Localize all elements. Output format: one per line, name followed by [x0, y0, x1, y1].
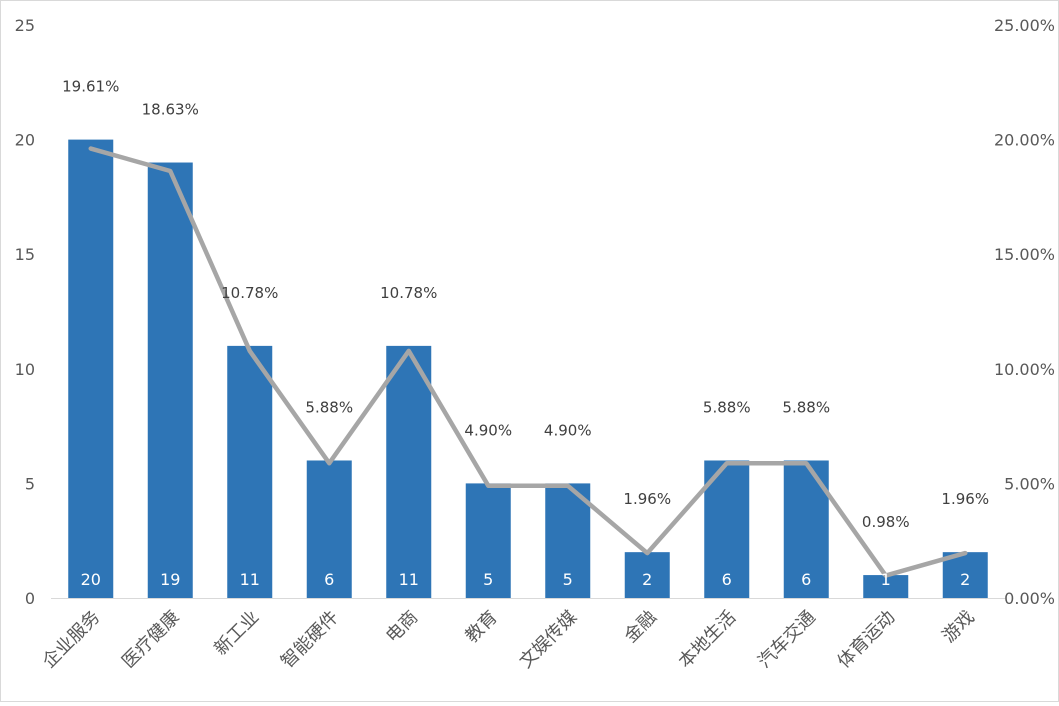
line-percent-label: 5.88%: [782, 398, 830, 416]
bar-value-label: 6: [722, 570, 732, 589]
line-percent-label: 4.90%: [464, 421, 512, 439]
bars: [68, 140, 988, 598]
x-category-label: 金融: [620, 607, 660, 647]
bar: [148, 163, 193, 598]
bar: [386, 346, 431, 598]
line-percent-label: 1.96%: [623, 490, 671, 508]
line-percent-label: 18.63%: [142, 101, 199, 119]
bar-value-label: 2: [642, 570, 652, 589]
y-left-tick-label: 20: [15, 131, 35, 150]
x-category-label: 汽车交通: [754, 607, 820, 673]
y-left-tick-label: 0: [25, 589, 35, 608]
x-category-label: 游戏: [938, 607, 978, 647]
x-category-label: 新工业: [210, 607, 263, 660]
bar-value-label: 2: [960, 570, 970, 589]
y-left-tick-label: 15: [15, 245, 35, 264]
bar: [68, 140, 113, 598]
bar-value-label: 6: [324, 570, 334, 589]
y-right-tick-label: 20.00%: [994, 131, 1055, 150]
x-category-label: 体育运动: [834, 607, 900, 673]
x-category-label: 电商: [382, 607, 422, 647]
labels: 20 19 11 6 11 5 5 2 6 6 1 2 19.61% 18.63% 10.78% 5.88% 1…: [62, 78, 989, 589]
bar-value-label: 5: [563, 570, 573, 589]
line-percent-label: 4.90%: [544, 421, 592, 439]
y-left-tick-label: 10: [15, 360, 35, 379]
line-percent-label: 1.96%: [941, 490, 989, 508]
line-percent-label: 0.98%: [862, 513, 910, 531]
bar-value-label: 11: [399, 570, 419, 589]
y-right-tick-label: 25.00%: [994, 16, 1055, 35]
bar-value-label: 20: [81, 570, 101, 589]
bar-value-label: 5: [483, 570, 493, 589]
y-left-tick-label: 25: [15, 16, 35, 35]
line-percent-label: 5.88%: [703, 398, 751, 416]
bar-value-label: 11: [240, 570, 260, 589]
x-category-label: 智能硬件: [277, 607, 343, 673]
x-category-label: 医疗健康: [118, 607, 184, 673]
bar: [227, 346, 272, 598]
y-right-tick-label: 15.00%: [994, 245, 1055, 264]
bar-value-label: 6: [801, 570, 811, 589]
line-series-path: [91, 149, 966, 576]
y-right-tick-label: 5.00%: [1004, 474, 1055, 493]
line-percent-label: 5.88%: [305, 398, 353, 416]
y-right-tick-label: 10.00%: [994, 360, 1055, 379]
line-percent-label: 10.78%: [221, 284, 278, 302]
y-right-tick-label: 0.00%: [1004, 589, 1055, 608]
bar-value-label: 1: [881, 570, 891, 589]
line-series: [91, 149, 966, 576]
x-category-label: 本地生活: [675, 607, 741, 673]
line-percent-label: 19.61%: [62, 78, 119, 96]
x-category-label: 文娱传媒: [516, 607, 582, 673]
line-percent-label: 10.78%: [380, 284, 437, 302]
x-category-label: 教育: [461, 607, 501, 647]
x-category-label: 企业服务: [39, 607, 105, 673]
bar-value-label: 19: [160, 570, 180, 589]
y-left-tick-label: 5: [25, 474, 35, 493]
